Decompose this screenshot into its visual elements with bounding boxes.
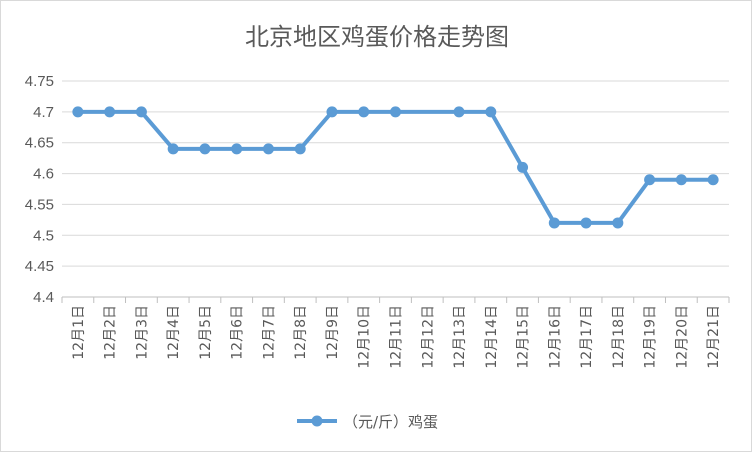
data-point bbox=[262, 143, 274, 155]
y-tick-label: 4.7 bbox=[33, 104, 54, 121]
y-axis-ticks: 4.4 4.45 4.5 4.55 4.6 4.65 4.7 4.75 bbox=[25, 73, 54, 306]
data-point bbox=[294, 143, 306, 155]
data-point bbox=[72, 106, 84, 118]
y-tick-label: 4.45 bbox=[25, 258, 54, 275]
series-line bbox=[77, 109, 714, 225]
data-point bbox=[326, 106, 338, 118]
data-point bbox=[231, 143, 243, 155]
x-tick-label: 12月15日 bbox=[516, 305, 532, 369]
x-tick-label: 12月13日 bbox=[452, 305, 468, 369]
x-tick-label: 12月5日 bbox=[198, 305, 214, 360]
data-point bbox=[167, 143, 179, 155]
data-point bbox=[485, 106, 497, 118]
x-tick-label: 12月10日 bbox=[357, 305, 373, 369]
x-tick-label: 12月2日 bbox=[103, 305, 119, 360]
data-point bbox=[548, 217, 560, 229]
x-tick-label: 12月14日 bbox=[484, 305, 500, 369]
x-tick-label: 12月21日 bbox=[706, 305, 722, 369]
y-tick-label: 4.75 bbox=[25, 73, 54, 90]
x-tick-label: 12月16日 bbox=[547, 305, 563, 369]
y-tick-label: 4.55 bbox=[25, 196, 54, 213]
data-point bbox=[644, 174, 656, 186]
x-tick-label: 12月17日 bbox=[579, 305, 595, 369]
x-tick-label: 12月3日 bbox=[134, 305, 150, 360]
legend-label: （元/斤）鸡蛋 bbox=[343, 413, 438, 431]
data-point bbox=[517, 161, 529, 173]
x-tick-label: 12月7日 bbox=[261, 305, 277, 360]
data-point bbox=[358, 106, 370, 118]
data-point bbox=[453, 106, 465, 118]
y-tick-label: 4.4 bbox=[33, 289, 54, 306]
x-tick-label: 12月11日 bbox=[389, 305, 405, 369]
x-tick-label: 12月4日 bbox=[166, 305, 182, 360]
data-point bbox=[199, 143, 211, 155]
data-point bbox=[707, 174, 719, 186]
y-tick-label: 4.6 bbox=[33, 166, 54, 183]
series-layer bbox=[72, 106, 719, 229]
data-point bbox=[580, 217, 592, 229]
legend: （元/斤）鸡蛋 bbox=[297, 413, 438, 431]
data-point bbox=[104, 106, 116, 118]
chart-title: 北京地区鸡蛋价格走势图 bbox=[245, 23, 509, 51]
data-point bbox=[390, 106, 401, 118]
x-tick-label: 12月18日 bbox=[611, 305, 627, 369]
x-tick-label: 12月20日 bbox=[674, 305, 690, 369]
x-tick-label: 12月19日 bbox=[643, 305, 659, 369]
data-point bbox=[675, 174, 687, 186]
x-tick-label: 12月9日 bbox=[325, 305, 341, 360]
x-axis: 12月1日 12月2日 12月3日 12月4日 12月5日 12月6日 12月7日 12月8日… bbox=[61, 296, 730, 369]
x-tick-label: 12月12日 bbox=[420, 305, 436, 369]
x-tick-label: 12月8日 bbox=[293, 305, 309, 360]
data-point bbox=[612, 217, 624, 229]
x-tick-label: 12月1日 bbox=[71, 305, 87, 360]
x-tick-label: 12月6日 bbox=[230, 305, 246, 360]
y-tick-label: 4.65 bbox=[25, 135, 54, 152]
data-point bbox=[135, 106, 147, 118]
legend-marker-swatch bbox=[311, 415, 323, 427]
y-tick-label: 4.5 bbox=[33, 227, 54, 244]
